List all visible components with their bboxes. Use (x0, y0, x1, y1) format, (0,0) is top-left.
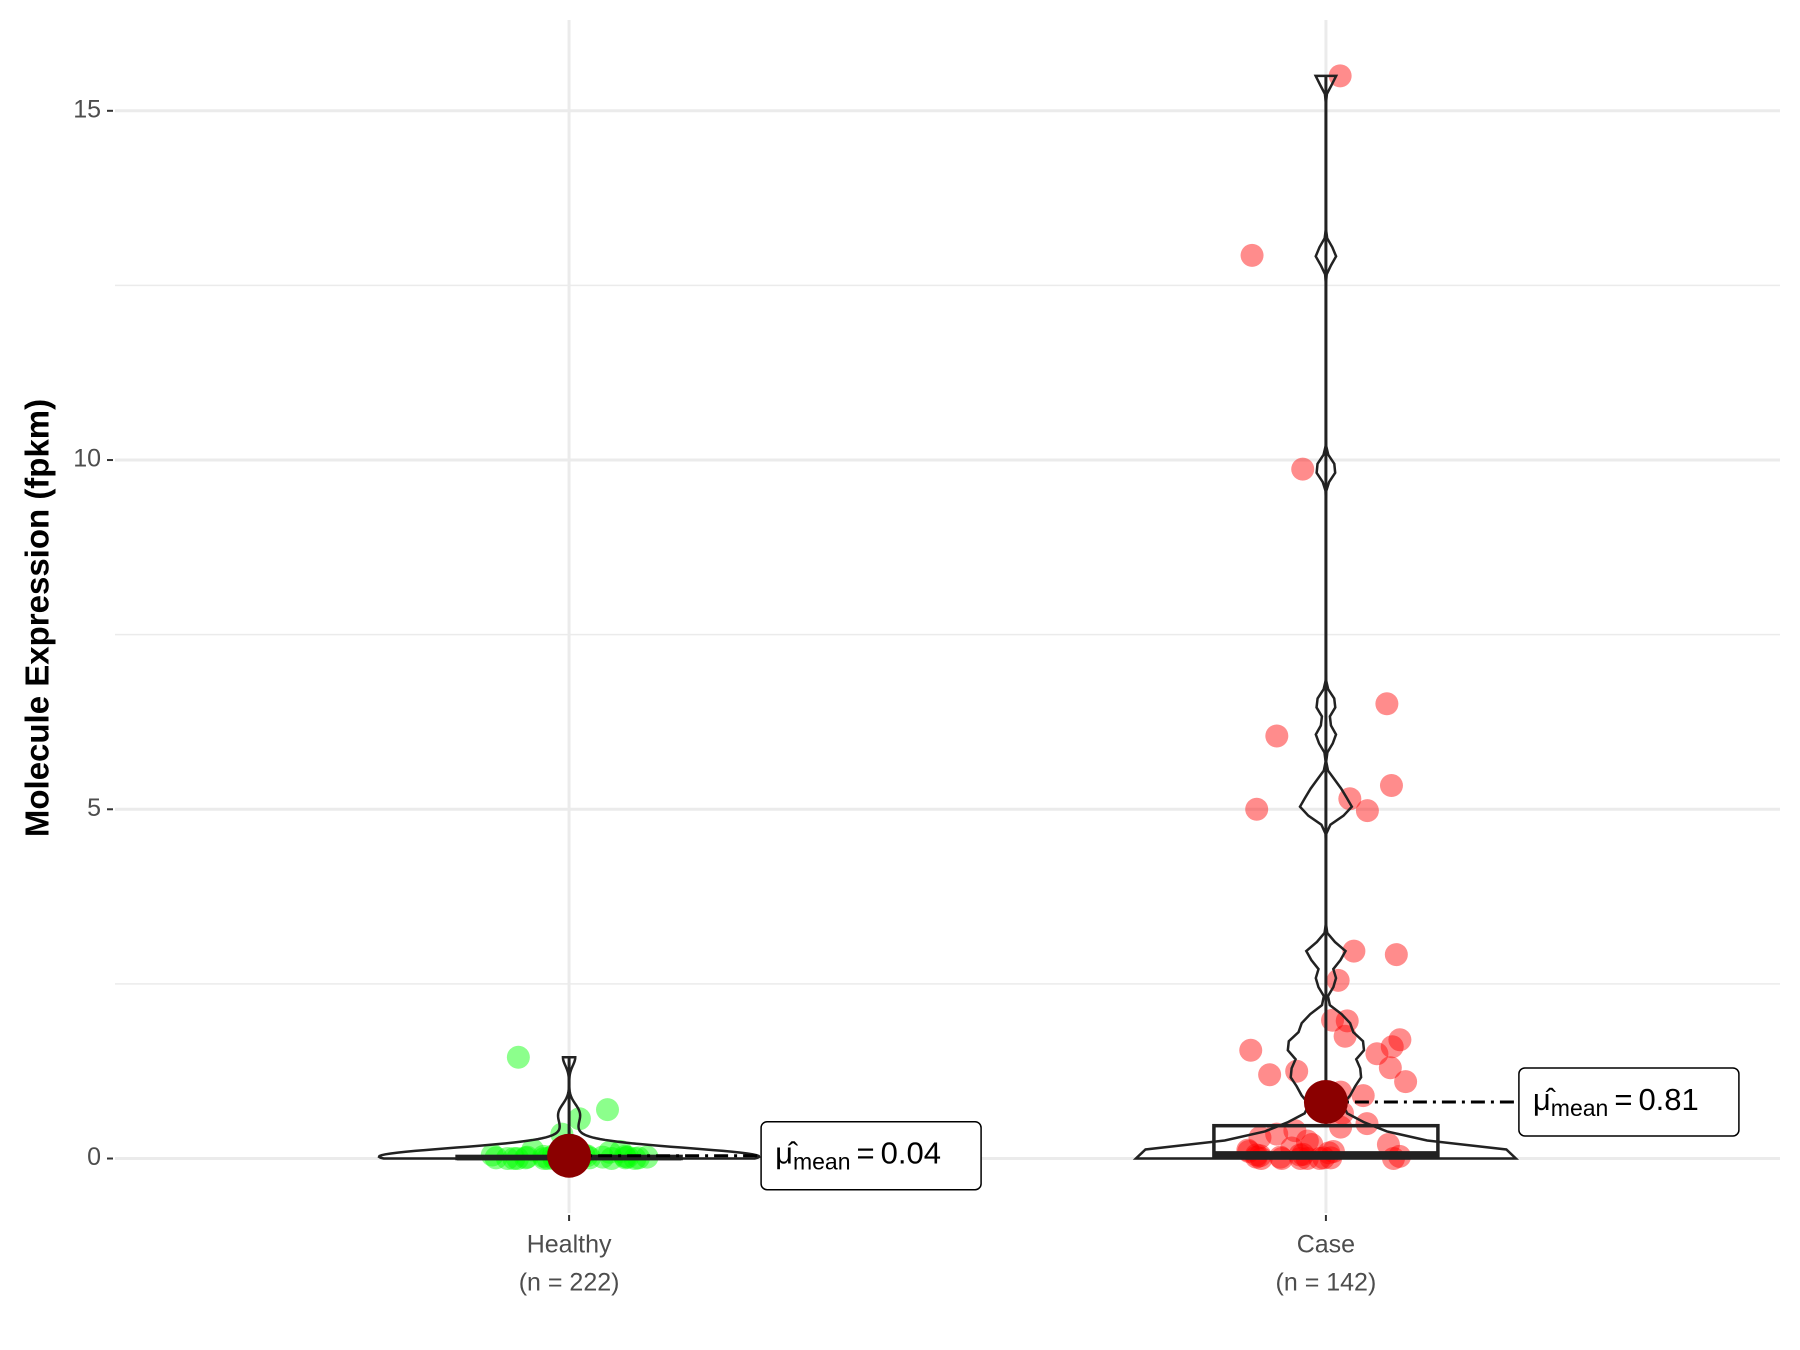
data-point (1258, 1063, 1282, 1087)
n-label: (n = 142) (1276, 1269, 1377, 1297)
data-point (1355, 799, 1379, 823)
data-point (1394, 1070, 1418, 1094)
data-point (1365, 1042, 1389, 1066)
x-tick-label: Healthy (527, 1231, 612, 1259)
mean-operator: = (857, 1136, 875, 1171)
y-tick-label: 15 (73, 95, 101, 123)
data-point (596, 1098, 620, 1122)
data-point (1375, 692, 1399, 716)
n-label: (n = 222) (519, 1269, 620, 1297)
data-point (1384, 943, 1408, 967)
violin (377, 1055, 761, 1160)
mean-point (1303, 1079, 1348, 1124)
mean-subscript: mean (793, 1149, 851, 1175)
data-point (1380, 1035, 1404, 1059)
data-point (1333, 1024, 1357, 1048)
data-point (1285, 1059, 1309, 1083)
data-point (1378, 1056, 1402, 1080)
mean-point (547, 1133, 592, 1178)
y-axis-label: Molecule Expression (fpkm) (19, 399, 56, 837)
mean-label-box (760, 1120, 982, 1191)
data-point (1240, 243, 1264, 267)
data-point (1245, 797, 1269, 821)
data-point (1295, 1129, 1319, 1153)
data-point (1239, 1038, 1263, 1062)
data-point (1379, 774, 1403, 798)
data-point (1265, 724, 1289, 748)
mean-label: μ̂mean = 0.04 (775, 1136, 941, 1175)
y-tick-label: 10 (73, 445, 101, 473)
mean-operator: = (1614, 1082, 1632, 1117)
mean-value: 0.81 (1638, 1082, 1698, 1117)
y-tick-label: 5 (87, 794, 101, 822)
mean-subscript: mean (1551, 1095, 1609, 1121)
data-point (1326, 968, 1350, 992)
mean-value: 0.04 (881, 1136, 941, 1171)
data-point (1388, 1028, 1412, 1052)
data-point (506, 1045, 530, 1069)
mean-label-box (1518, 1067, 1740, 1137)
violin (1132, 74, 1520, 1160)
box (1212, 1123, 1440, 1159)
data-point (1300, 1133, 1324, 1157)
y-tick-label: 0 (87, 1143, 101, 1171)
data-point (1291, 457, 1315, 481)
data-point (1342, 939, 1366, 963)
data-point (1376, 1133, 1400, 1157)
x-tick-label: Case (1297, 1231, 1355, 1259)
